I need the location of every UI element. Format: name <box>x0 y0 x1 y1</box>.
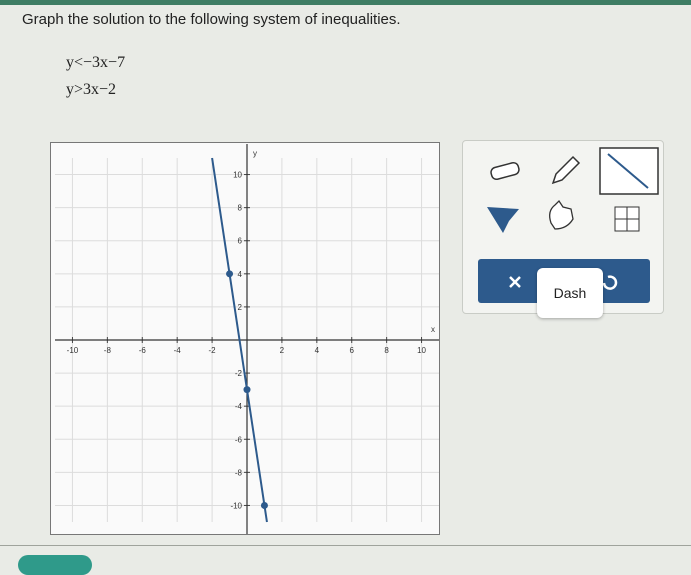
x-tick-label: -6 <box>139 346 147 355</box>
y-tick-label: 2 <box>238 303 243 312</box>
divider <box>0 545 691 546</box>
x-axis-label: x <box>431 325 435 334</box>
x-tick-label: -4 <box>174 346 182 355</box>
prompt: Graph the solution to the following syst… <box>22 11 401 28</box>
x-tick-label: -8 <box>104 346 112 355</box>
line-style-icons <box>509 275 618 290</box>
y-tick-label: 6 <box>238 237 243 246</box>
eraser-tool[interactable] <box>487 161 521 183</box>
pencil-tool[interactable] <box>551 155 581 185</box>
x-tick-label: 2 <box>280 346 285 355</box>
hand-tool[interactable] <box>549 199 574 230</box>
x-tick-label: 8 <box>384 346 389 355</box>
y-tick-label: -2 <box>235 369 243 378</box>
graphed-line <box>211 157 268 523</box>
undo-button[interactable] <box>602 275 618 290</box>
graph[interactable]: -10 -8 -6 -4 -2 2 4 6 8 10 -10 -8 -6 -4 -2 2 4 6 8 10 x y <box>50 142 440 535</box>
submit-button[interactable] <box>18 555 92 575</box>
x-tick-label: -2 <box>209 346 217 355</box>
y-tick-label: -6 <box>235 435 243 444</box>
top-bar <box>0 0 691 5</box>
shade-tool[interactable] <box>487 207 519 233</box>
y-tick-label: -10 <box>230 501 242 510</box>
graph-point[interactable] <box>260 501 268 509</box>
y-tick-label: -8 <box>235 468 243 477</box>
line-tool[interactable] <box>599 147 659 195</box>
graph-point[interactable] <box>226 270 234 278</box>
y-tick-label: 4 <box>238 270 243 279</box>
graph-point[interactable] <box>243 386 251 394</box>
y-axis-label: y <box>253 149 257 158</box>
x-tick-label: 10 <box>417 346 426 355</box>
graph-frame <box>50 142 440 535</box>
point-tool[interactable] <box>614 206 640 232</box>
dash-toggle[interactable]: Dash <box>537 268 603 318</box>
tool-icons <box>487 147 659 233</box>
x-tick-label: 4 <box>315 346 320 355</box>
x-tick-label: -10 <box>67 346 79 355</box>
y-tick-label: 10 <box>233 171 242 180</box>
y-tick-label: -4 <box>235 402 243 411</box>
x-tick-label: 6 <box>350 346 355 355</box>
inequality: y<−3x−7 <box>66 54 126 71</box>
y-tick-label: 8 <box>238 204 243 213</box>
delete-button[interactable] <box>509 276 521 288</box>
inequality: y>3x−2 <box>66 81 117 98</box>
